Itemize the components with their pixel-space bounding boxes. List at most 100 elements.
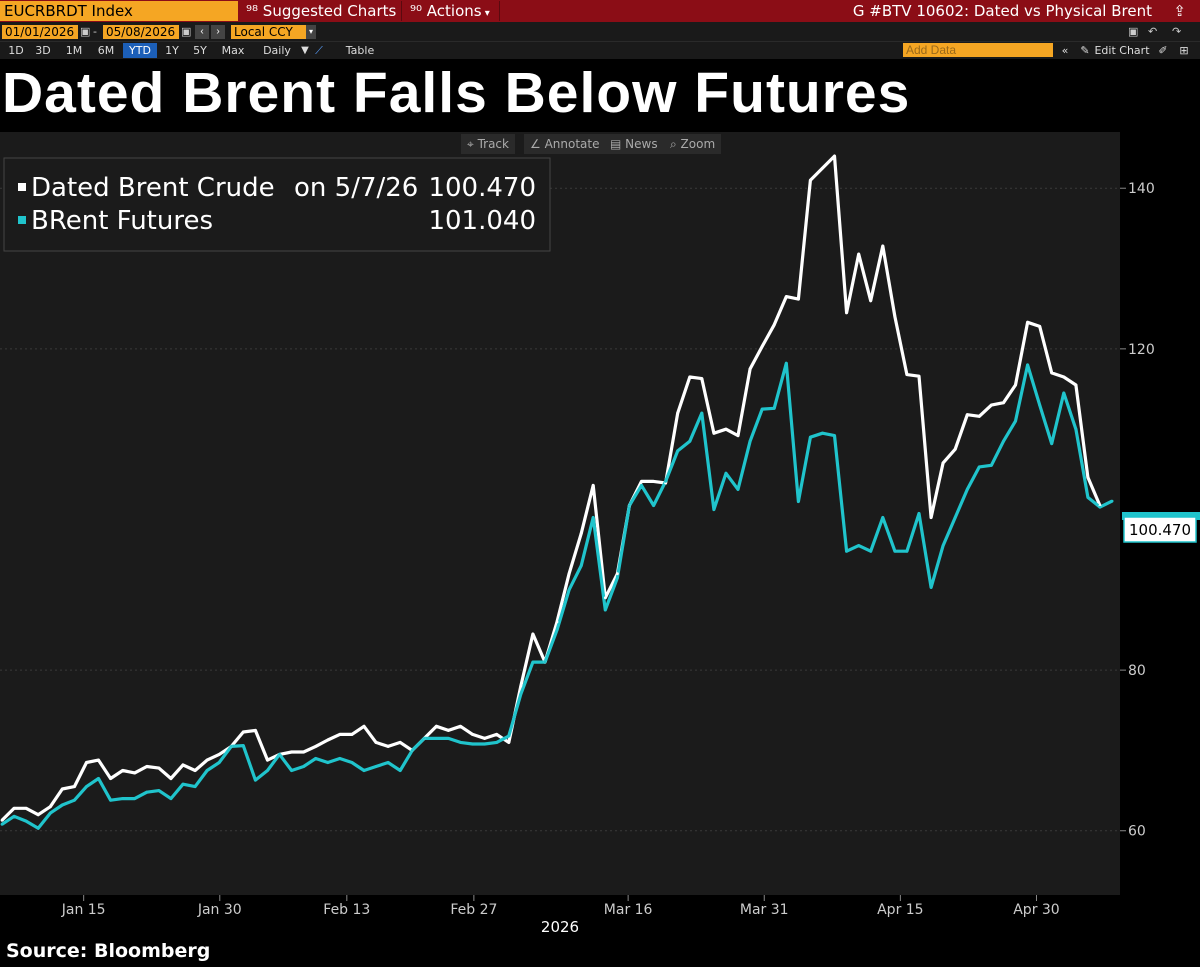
pane-icon[interactable]: ▣ xyxy=(1128,25,1139,38)
top-bar: EUCRBRDT Index ⁹⁸ Suggested Charts ▾ ⁹⁰ … xyxy=(0,0,1200,42)
range-1y[interactable]: 1Y xyxy=(165,44,179,57)
dated-point xyxy=(519,684,523,688)
range-5y[interactable]: 5Y xyxy=(193,44,207,57)
range-ytd[interactable]: YTD xyxy=(123,43,157,58)
dated-point xyxy=(531,632,535,636)
line-chart-icon[interactable]: ⟋ xyxy=(315,44,323,57)
dated-point xyxy=(724,427,728,431)
futures-point xyxy=(664,480,667,483)
range-1d[interactable]: 1D xyxy=(8,44,24,57)
dated-point xyxy=(507,741,511,744)
ticker-field[interactable]: EUCRBRDT Index xyxy=(0,1,238,21)
dated-point xyxy=(977,414,981,418)
dated-point xyxy=(652,480,655,483)
futures-point xyxy=(483,742,486,746)
futures-point xyxy=(1110,499,1114,503)
zoom-button[interactable]: ⌕ Zoom xyxy=(664,134,722,154)
futures-point xyxy=(181,782,185,786)
legend-box xyxy=(3,157,551,252)
edit-chart-button[interactable]: Edit Chart xyxy=(1094,44,1150,57)
dated-point xyxy=(374,741,378,744)
futures-point xyxy=(953,516,957,519)
dated-point xyxy=(48,805,52,809)
next-icon[interactable]: › xyxy=(211,25,225,39)
chart[interactable]: 60 80 120 140 Jan 15 Jan 30 Feb 13 Feb 27 Mar 1… xyxy=(0,132,1200,937)
futures-point xyxy=(1062,391,1066,395)
collapse-icon[interactable]: « xyxy=(1061,44,1069,57)
futures-point xyxy=(447,737,450,740)
calendar-icon[interactable]: ▣ xyxy=(80,25,91,38)
dated-point xyxy=(772,323,776,327)
dated-point xyxy=(447,729,450,732)
dated-point xyxy=(85,761,88,764)
share-icon[interactable]: ⇪ xyxy=(1173,2,1186,20)
range-max[interactable]: Max xyxy=(221,44,245,57)
redo-icon[interactable]: ↷ xyxy=(1172,25,1182,38)
dated-point xyxy=(435,724,438,728)
dated-point xyxy=(97,758,100,762)
futures-point xyxy=(905,549,909,553)
add-data-input[interactable]: Add Data xyxy=(903,43,1053,57)
end-date-input[interactable]: 05/08/2026 xyxy=(103,25,179,39)
dated-point xyxy=(314,745,318,748)
chevron-down-icon[interactable]: ▼ xyxy=(301,45,309,56)
futures-point xyxy=(1026,363,1029,367)
dated-point xyxy=(0,818,4,822)
start-date-input[interactable]: 01/01/2026 xyxy=(2,25,78,39)
wrench-icon[interactable]: ✎ xyxy=(1080,44,1090,57)
headline: Dated Brent Falls Below Futures xyxy=(2,61,911,125)
dated-point xyxy=(797,297,800,301)
annotate-button[interactable]: ∠ Annotate xyxy=(524,134,606,154)
dated-point xyxy=(326,738,330,742)
chevron-down-icon[interactable]: ▾ xyxy=(306,25,316,39)
futures-point xyxy=(640,484,643,487)
futures-point xyxy=(217,761,221,764)
range-6m[interactable]: 6M xyxy=(97,44,115,57)
calendar-icon[interactable]: ▣ xyxy=(181,25,192,38)
dated-point xyxy=(555,620,559,624)
futures-point xyxy=(109,798,112,802)
dated-point xyxy=(893,315,897,319)
pencil-icon[interactable]: ✐ xyxy=(1158,44,1168,57)
futures-point xyxy=(881,516,885,519)
suggested-charts-menu[interactable]: ⁹⁸ Suggested Charts ▾ xyxy=(240,1,402,42)
dated-point xyxy=(1074,383,1078,387)
futures-point xyxy=(543,660,547,664)
dated-point xyxy=(205,758,209,762)
dated-point xyxy=(12,806,16,810)
futures-point xyxy=(869,549,873,553)
dated-point xyxy=(905,373,909,376)
prev-icon[interactable]: ‹ xyxy=(195,25,209,39)
dated-point xyxy=(459,724,462,728)
settings-icon[interactable]: ⊞ xyxy=(1179,44,1189,57)
futures-point xyxy=(97,777,100,780)
futures-point xyxy=(1098,505,1102,509)
futures-point xyxy=(555,628,559,632)
table-button[interactable]: Table xyxy=(345,44,375,57)
dated-point xyxy=(1050,371,1054,375)
range-3d[interactable]: 3D xyxy=(35,44,51,57)
dated-point xyxy=(579,532,583,535)
news-button[interactable]: ▤ News xyxy=(604,134,664,154)
range-1m[interactable]: 1M xyxy=(65,44,83,57)
legend-futures-value: 101.040 xyxy=(428,206,536,236)
futures-point xyxy=(24,819,28,823)
dated-point xyxy=(350,733,354,736)
dated-point xyxy=(676,411,680,415)
source-label: Source: Bloomberg xyxy=(6,940,211,962)
news-icon: ▤ xyxy=(610,137,626,151)
dated-point xyxy=(1002,401,1005,405)
futures-point xyxy=(73,798,76,802)
dated-point xyxy=(929,516,933,519)
actions-menu[interactable]: ⁹⁰ Actions ▾ xyxy=(404,1,500,21)
dated-point xyxy=(603,596,607,600)
dated-point xyxy=(591,484,595,487)
currency-select[interactable]: Local CCY xyxy=(231,25,307,39)
futures-point xyxy=(784,361,788,365)
undo-icon[interactable]: ↶ xyxy=(1148,25,1158,38)
futures-point xyxy=(121,797,125,800)
track-button[interactable]: ⌖ Track xyxy=(461,134,515,154)
futures-point xyxy=(459,741,462,744)
frequency-select[interactable]: Daily xyxy=(263,44,291,57)
dated-point xyxy=(254,729,257,732)
